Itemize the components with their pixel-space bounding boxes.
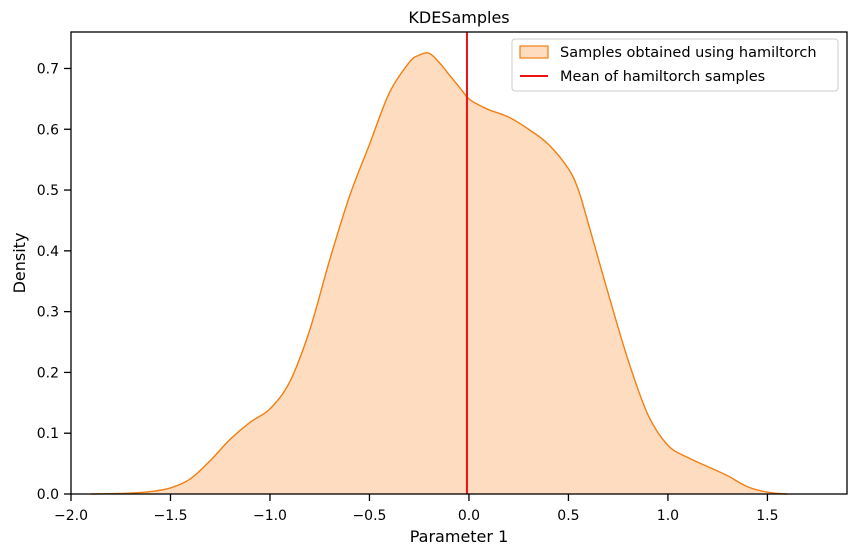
x-axis-label: Parameter 1 (410, 527, 509, 546)
legend-label-mean: Mean of hamiltorch samples (560, 69, 765, 85)
legend-swatch-kde (519, 45, 549, 59)
legend: Samples obtained using hamiltorch Mean of… (511, 38, 839, 92)
legend-box (511, 38, 839, 92)
x-tick-label: 0.0 (458, 508, 480, 524)
y-axis-label: Density (10, 233, 29, 294)
kde-curve-line (90, 52, 788, 495)
x-tick-label: 0.5 (557, 508, 579, 524)
y-tick-label: 0.7 (37, 61, 59, 77)
x-tick-label: 1.0 (657, 508, 679, 524)
kde-fill-area (90, 52, 788, 494)
plot-area (90, 32, 788, 495)
x-tick-label: −2.0 (54, 508, 88, 524)
y-tick-label: 0.0 (37, 487, 59, 503)
y-tick-label: 0.3 (37, 305, 59, 321)
y-tick-label: 0.2 (37, 365, 59, 381)
y-tick-label: 0.5 (37, 183, 59, 199)
x-tick-label: −0.5 (352, 508, 386, 524)
y-tick-label: 0.1 (37, 426, 59, 442)
x-tick-label: −1.5 (153, 508, 187, 524)
chart-title: KDESamples (408, 8, 509, 27)
legend-label-kde: Samples obtained using hamiltorch (560, 45, 817, 61)
y-tick-label: 0.4 (37, 244, 59, 260)
axes: −2.0 −1.5 −1.0 −0.5 0.0 0.5 1.0 1.5 0.0 0.1 0.2 0.3… (37, 31, 848, 524)
axes-frame (70, 31, 848, 495)
x-tick-label: 1.5 (756, 508, 778, 524)
y-tick-label: 0.6 (37, 122, 59, 138)
x-tick-label: −1.0 (253, 508, 287, 524)
